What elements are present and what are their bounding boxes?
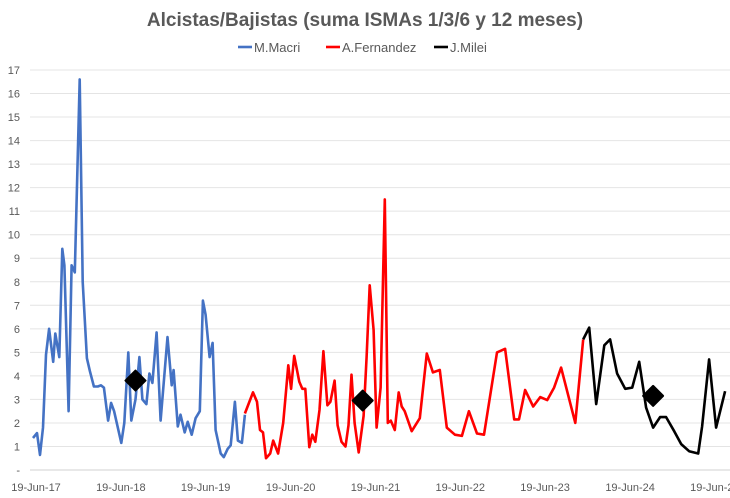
legend-label: J.Milei	[450, 40, 487, 55]
y-tick-label: -	[16, 465, 20, 477]
diamond-marker	[124, 369, 147, 392]
legend-label: M.Macri	[254, 40, 300, 55]
x-tick-label: 19-Jun-17	[11, 482, 61, 494]
markers	[124, 369, 665, 412]
x-tick-label: 19-Jun-21	[351, 482, 401, 494]
x-tick-label: 19-Jun-19	[181, 482, 231, 494]
y-tick-label: 4	[14, 371, 20, 383]
y-tick-label: 6	[14, 324, 20, 336]
gridlines	[30, 69, 730, 471]
legend: M.Macri A.Fernandez J.Milei	[238, 40, 487, 55]
y-tick-label: 13	[8, 159, 20, 171]
x-tick-label: 19-Jun-18	[96, 482, 146, 494]
y-tick-label: 14	[8, 136, 20, 148]
y-tick-label: 9	[14, 253, 20, 265]
x-tick-label: 19-Jun-22	[435, 482, 485, 494]
series-line-a-fernandez	[243, 198, 585, 460]
y-tick-label: 2	[14, 418, 20, 430]
legend-label: A.Fernandez	[342, 40, 416, 55]
series-lines	[31, 78, 727, 460]
y-tick-label: 3	[14, 394, 20, 406]
series-line-m-macri	[31, 78, 247, 459]
y-tick-label: 7	[14, 300, 20, 312]
x-tick-label: 19-Jun-23	[520, 482, 570, 494]
diamond-marker	[642, 384, 665, 407]
y-tick-label: 11	[9, 206, 20, 218]
y-tick-label: 17	[8, 65, 20, 77]
y-tick-label: 5	[14, 347, 20, 359]
x-axis: 19-Jun-17 19-Jun-18 19-Jun-19 19-Jun-20 19-J…	[11, 482, 730, 494]
y-tick-label: 10	[8, 230, 20, 242]
y-tick-label: 8	[14, 277, 20, 289]
series-line-j-milei	[582, 326, 727, 455]
y-tick-label: 1	[14, 441, 20, 453]
y-tick-label: 12	[8, 183, 20, 195]
chart-title: Alcistas/Bajistas (suma ISMAs 1/3/6 y 12…	[147, 10, 583, 31]
y-tick-label: 15	[8, 112, 20, 124]
diamond-marker	[351, 389, 374, 412]
x-tick-label: 19-Jun-24	[605, 482, 655, 494]
x-tick-label: 19-Jun-20	[266, 482, 316, 494]
y-tick-label: 16	[8, 89, 20, 101]
x-tick-label: 19-Jun-25	[690, 482, 730, 494]
